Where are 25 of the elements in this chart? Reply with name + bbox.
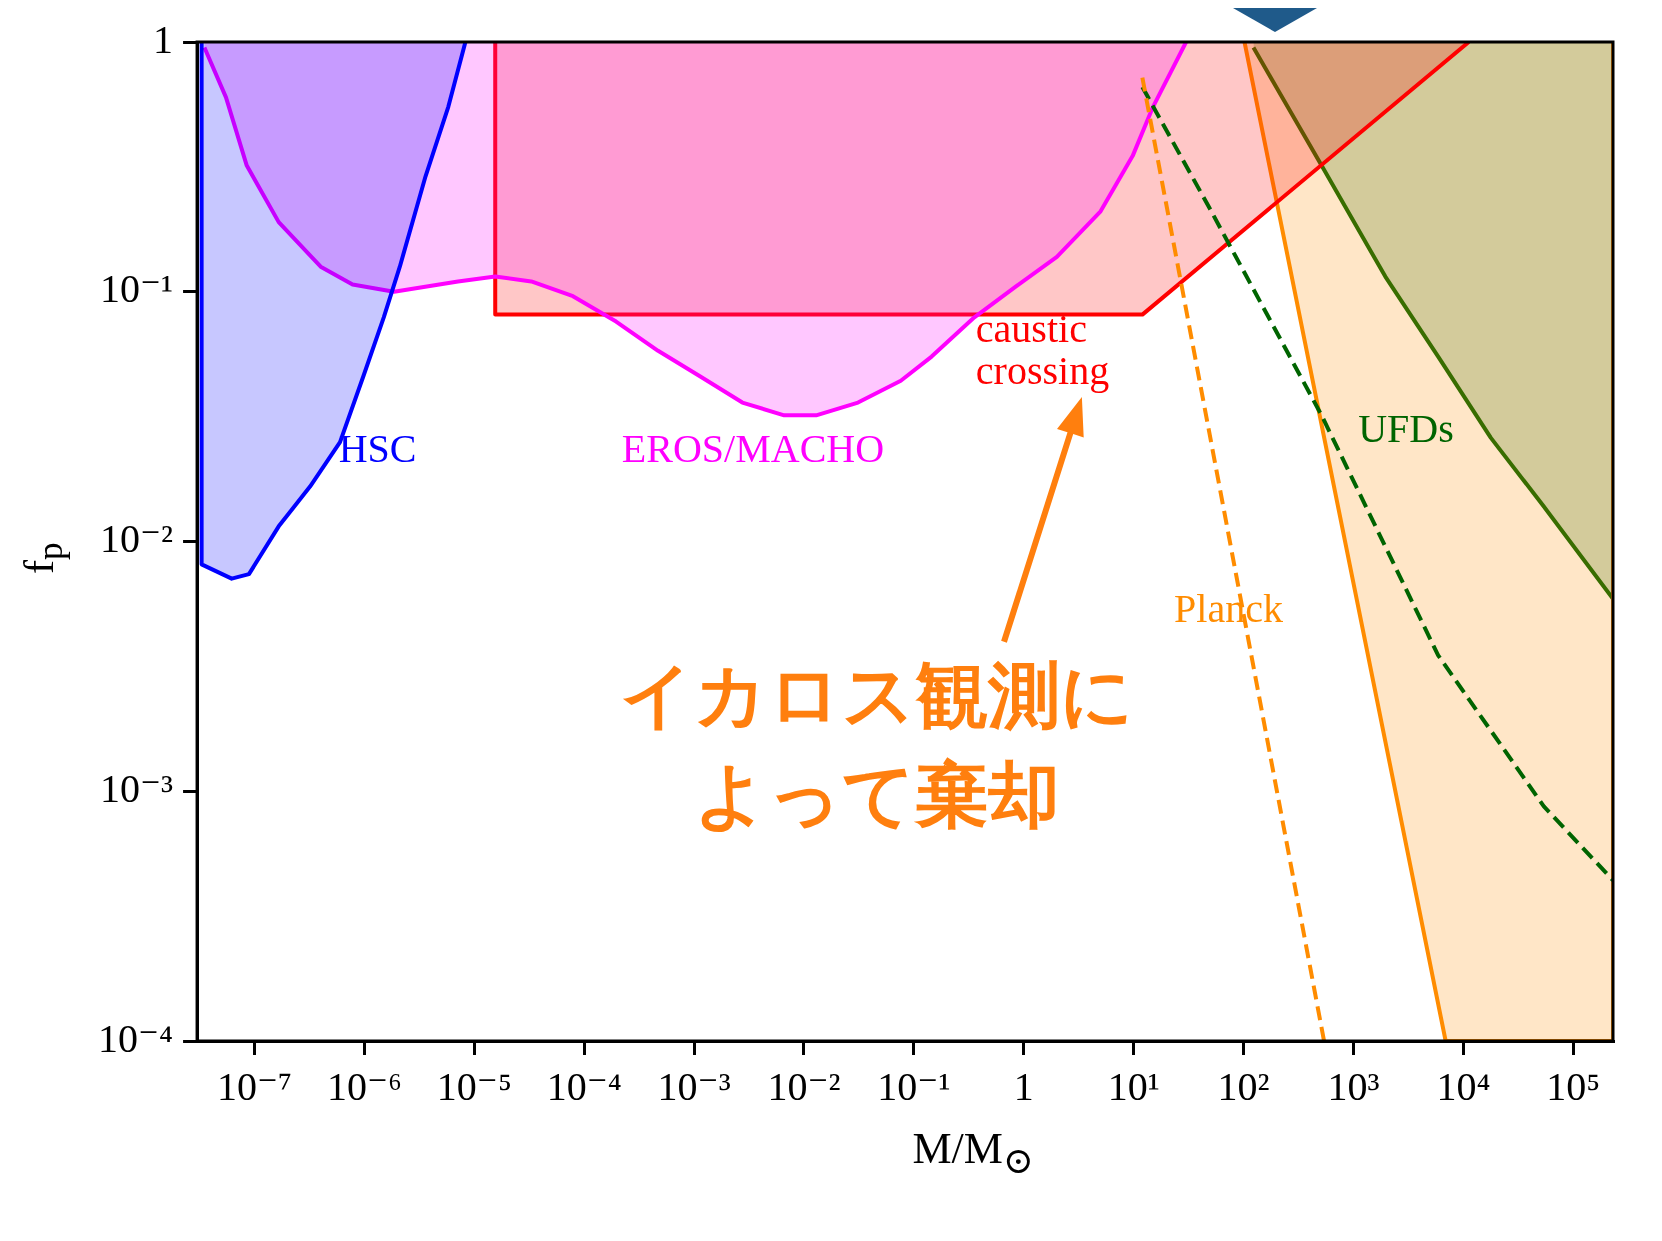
x-tick-label: 1 <box>1013 1063 1034 1109</box>
x-tick-label: 10⁻⁷ <box>216 1063 293 1109</box>
x-tick-label: 10⁻⁵ <box>436 1063 512 1109</box>
x-tick-label: 10³ <box>1327 1063 1380 1109</box>
x-tick-label: 10⁵ <box>1546 1063 1601 1109</box>
series-label: EROS/MACHO <box>621 426 885 472</box>
series-label: Planck <box>1174 585 1283 631</box>
y-tick-label: 10⁻³ <box>99 765 174 811</box>
y-tick-label: 10⁻⁴ <box>98 1015 174 1061</box>
x-tick-label: 10⁴ <box>1436 1063 1491 1109</box>
series-label: UFDs <box>1358 406 1454 452</box>
x-tick-label: 10² <box>1217 1063 1270 1109</box>
series-label: HSC <box>338 426 417 472</box>
x-tick-label: 10⁻⁶ <box>326 1063 402 1109</box>
x-tick-label: 10⁻² <box>767 1063 841 1109</box>
series-label: caustic crossing <box>975 306 1110 394</box>
x-axis-title: M/M$_{⊙}$ <box>911 1123 1035 1182</box>
y-tick-label: 1 <box>153 16 174 62</box>
x-tick-label: 10⁻⁴ <box>546 1063 622 1109</box>
y-tick-label: 10⁻¹ <box>99 266 174 312</box>
y-tick-label: 10⁻² <box>99 516 174 561</box>
annotation: イカロス観測によって棄却 <box>619 653 1134 838</box>
x-tick-label: 10¹ <box>1107 1063 1160 1109</box>
x-tick-label: 10⁻¹ <box>877 1063 951 1109</box>
x-tick-label: 10⁻³ <box>657 1063 731 1109</box>
